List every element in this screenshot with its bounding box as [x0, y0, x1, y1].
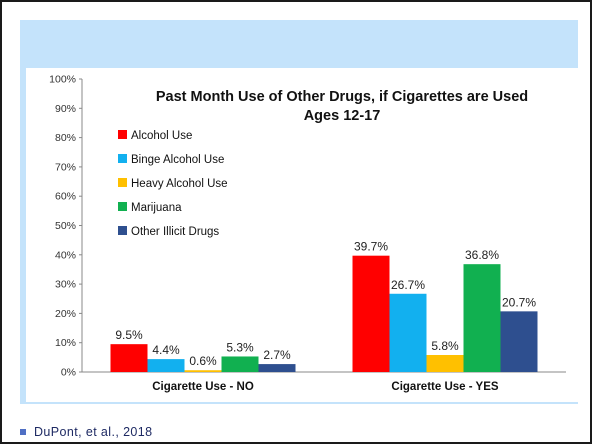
- bullet-icon: [20, 429, 26, 435]
- legend-label: Alcohol Use: [131, 130, 192, 142]
- bar: [258, 364, 296, 372]
- category-label: Cigarette Use - NO: [152, 381, 254, 393]
- bar-chart: Past Month Use of Other Drugs, if Cigare…: [49, 74, 566, 393]
- bar: [184, 370, 222, 372]
- legend-swatch: [118, 178, 127, 187]
- y-tick-label: 60%: [55, 191, 76, 203]
- legend-label: Other Illicit Drugs: [131, 226, 219, 238]
- y-tick-label: 0%: [61, 367, 76, 379]
- citation-text: DuPont, et al., 2018: [34, 425, 153, 439]
- legend-swatch: [118, 130, 127, 139]
- bar: [500, 311, 538, 372]
- category-label: Cigarette Use - YES: [391, 381, 498, 393]
- data-label: 2.7%: [263, 348, 291, 362]
- data-label: 0.6%: [189, 354, 217, 368]
- legend-swatch: [118, 202, 127, 211]
- legend-label: Marijuana: [131, 202, 182, 214]
- data-label: 26.7%: [391, 278, 425, 292]
- bar: [147, 359, 185, 372]
- chart-area: Past Month Use of Other Drugs, if Cigare…: [26, 68, 580, 402]
- bar: [110, 344, 148, 372]
- legend-label: Binge Alcohol Use: [131, 154, 224, 166]
- y-tick-label: 70%: [55, 161, 76, 173]
- y-tick-label: 30%: [55, 279, 76, 291]
- bar: [389, 293, 427, 372]
- bar: [463, 264, 501, 372]
- legend-swatch: [118, 226, 127, 235]
- legend-swatch: [118, 154, 127, 163]
- data-label: 36.8%: [465, 248, 499, 262]
- y-tick-label: 10%: [55, 337, 76, 349]
- y-tick-label: 50%: [55, 220, 76, 232]
- y-tick-label: 20%: [55, 308, 76, 320]
- data-label: 5.8%: [431, 339, 459, 353]
- bar: [352, 255, 390, 372]
- y-tick-label: 40%: [55, 249, 76, 261]
- data-label: 4.4%: [152, 343, 180, 357]
- data-label: 20.7%: [502, 295, 536, 309]
- y-tick-label: 90%: [55, 103, 76, 115]
- bar: [221, 356, 259, 372]
- legend-label: Heavy Alcohol Use: [131, 178, 228, 190]
- chart-subtitle: Ages 12-17: [304, 108, 381, 124]
- data-label: 39.7%: [354, 240, 388, 254]
- bar: [426, 355, 464, 372]
- chart-title: Past Month Use of Other Drugs, if Cigare…: [156, 89, 528, 105]
- citation: DuPont, et al., 2018: [20, 424, 153, 440]
- data-label: 5.3%: [226, 340, 254, 354]
- y-tick-label: 80%: [55, 132, 76, 144]
- data-label: 9.5%: [115, 328, 143, 342]
- y-tick-label: 100%: [49, 74, 76, 86]
